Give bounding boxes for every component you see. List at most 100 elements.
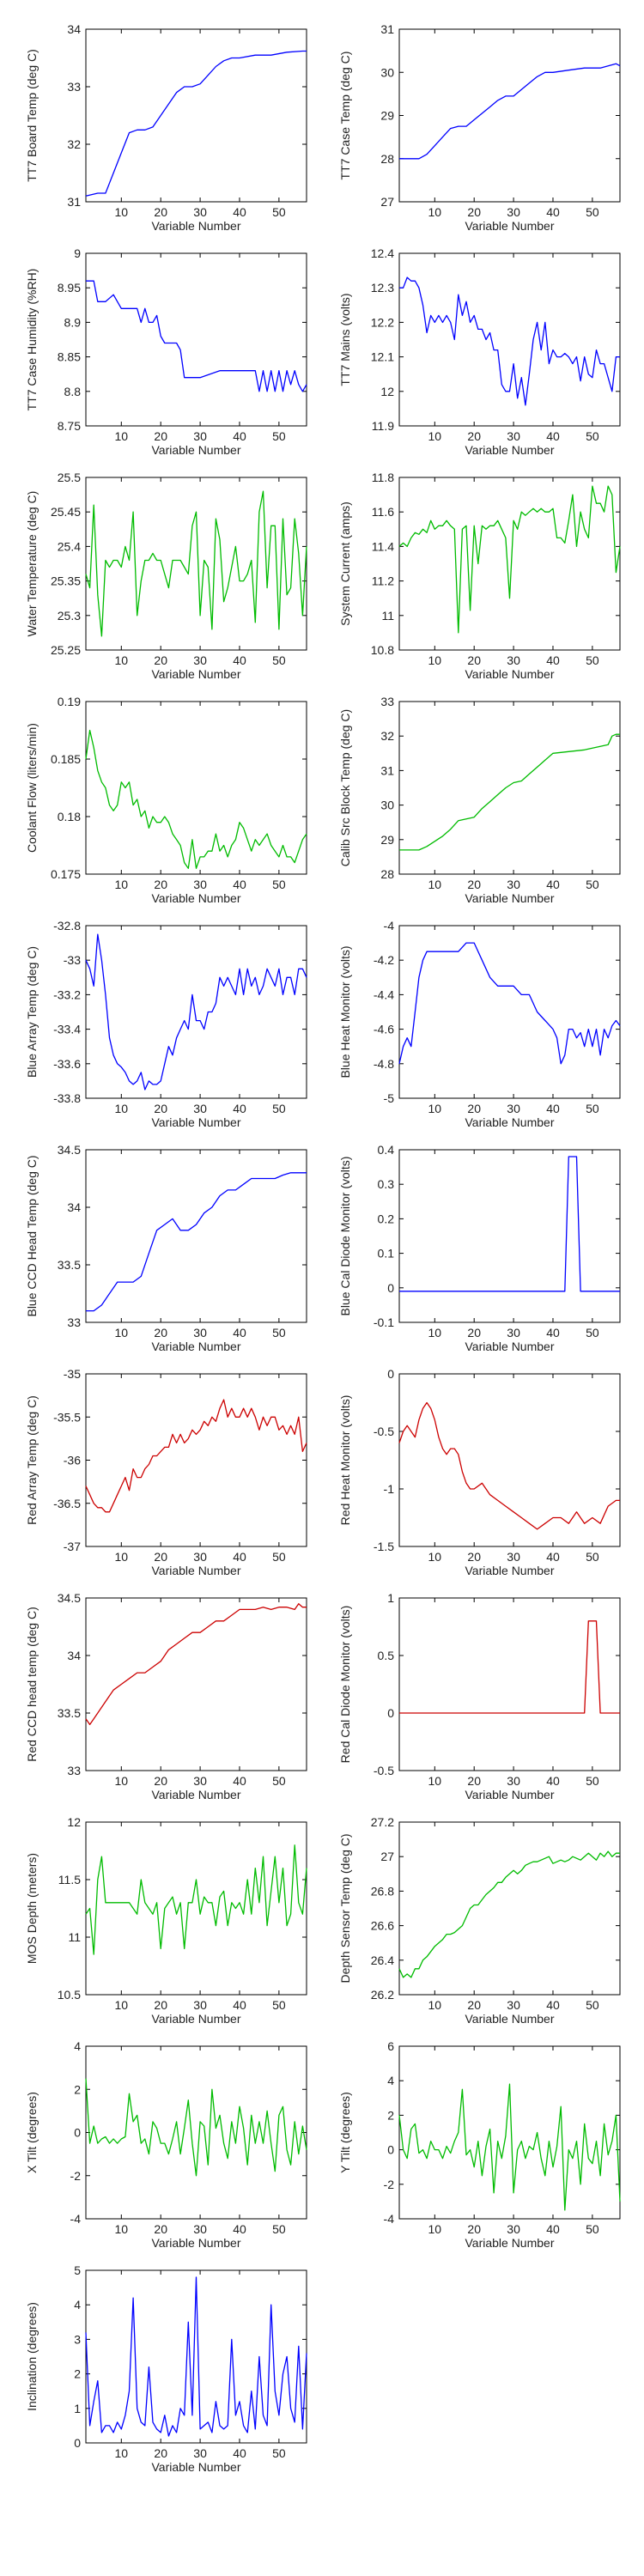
x-axis-label: Variable Number bbox=[465, 2236, 554, 2250]
x-tick-label: 30 bbox=[507, 1102, 520, 1115]
y-tick-label: -4.6 bbox=[374, 1023, 394, 1036]
x-tick-label: 10 bbox=[115, 878, 129, 891]
y-tick-label: -4.8 bbox=[374, 1057, 394, 1071]
x-tick-label: 20 bbox=[467, 1998, 481, 2012]
x-tick-label: 30 bbox=[193, 205, 207, 219]
x-tick-label: 50 bbox=[272, 1326, 286, 1340]
series-line bbox=[398, 2083, 621, 2211]
series-line bbox=[85, 1844, 307, 1955]
plot-frame bbox=[85, 1373, 307, 1547]
y-tick-label: 26.6 bbox=[371, 1919, 394, 1933]
plot-frame bbox=[398, 1149, 621, 1323]
y-tick-label: 3 bbox=[74, 2332, 81, 2346]
y-tick-label: 25.3 bbox=[58, 609, 81, 623]
y-axis-label: TT7 Board Temp (deg C) bbox=[25, 49, 39, 182]
series-line bbox=[398, 1401, 620, 1530]
y-tick-label: -37 bbox=[64, 1540, 81, 1553]
x-tick-label: 20 bbox=[154, 2222, 167, 2236]
x-tick-label: 20 bbox=[154, 1774, 167, 1788]
x-tick-label: 40 bbox=[233, 429, 246, 443]
y-tick-label: -33.2 bbox=[53, 987, 81, 1001]
x-axis-label: Variable Number bbox=[151, 2012, 240, 2026]
x-tick-label: 30 bbox=[193, 653, 207, 667]
x-tick-label: 20 bbox=[467, 653, 481, 667]
plot-frame bbox=[85, 1821, 307, 1996]
x-tick-label: 20 bbox=[467, 1550, 481, 1564]
y-tick-label: 34 bbox=[67, 1649, 81, 1662]
x-tick-label: 40 bbox=[233, 1998, 246, 2012]
y-tick-label: 6 bbox=[387, 2039, 394, 2053]
y-axis-label: Coolant Flow (liters/min) bbox=[25, 723, 39, 853]
chart-panel-2: 27 28 29 30 31 10 20 30 40 50 Variable Number TT7 C… bbox=[338, 22, 621, 233]
y-axis-label: TT7 Mains (volts) bbox=[338, 293, 352, 386]
x-axis-label: Variable Number bbox=[465, 1115, 554, 1129]
x-tick-label: 10 bbox=[428, 1774, 442, 1788]
plot-frame bbox=[85, 2045, 307, 2220]
y-tick-label: 31 bbox=[380, 22, 394, 36]
chart-panel-12: -0.1 0 0.1 0.2 0.3 0.4 10 20 30 40 50 Variable Numb… bbox=[338, 1143, 621, 1353]
y-tick-label: 27 bbox=[380, 1850, 394, 1863]
series-line bbox=[85, 2078, 307, 2177]
x-tick-label: 30 bbox=[193, 878, 207, 891]
x-tick-label: 20 bbox=[154, 429, 167, 443]
x-tick-label: 40 bbox=[546, 1998, 560, 2012]
y-tick-label: 10.5 bbox=[58, 1988, 81, 2002]
plot-frame bbox=[85, 28, 307, 203]
chart-panel-9: -33.8 -33.6 -33.4 -33.2 -33 -32.8 10 20 30 40 50 Va… bbox=[25, 919, 307, 1129]
x-tick-label: 20 bbox=[467, 205, 481, 219]
series-line bbox=[85, 729, 307, 869]
y-tick-label: 11.9 bbox=[372, 419, 394, 433]
chart-panel-19: -4 -2 0 2 4 10 20 30 40 50 Variable Number X Tilt (… bbox=[25, 2039, 307, 2250]
x-tick-label: 20 bbox=[467, 429, 481, 443]
y-tick-label: 26.8 bbox=[371, 1884, 394, 1898]
plot-frame bbox=[85, 925, 307, 1099]
chart-panel-7: 0.175 0.18 0.185 0.19 10 20 30 40 50 Variable Num… bbox=[25, 695, 307, 905]
x-tick-label: 30 bbox=[193, 1774, 207, 1788]
y-tick-label: 11.2 bbox=[372, 574, 394, 588]
x-tick-label: 40 bbox=[233, 1550, 246, 1564]
x-tick-label: 10 bbox=[115, 1998, 129, 2012]
y-axis-label: MOS Depth (meters) bbox=[25, 1853, 39, 1964]
x-tick-label: 10 bbox=[428, 1326, 442, 1340]
x-tick-label: 50 bbox=[586, 1998, 599, 2012]
y-tick-label: 1 bbox=[74, 2402, 81, 2415]
x-tick-label: 10 bbox=[428, 1550, 442, 1564]
x-tick-label: 10 bbox=[428, 2222, 442, 2236]
series-line bbox=[85, 50, 307, 197]
x-tick-label: 40 bbox=[546, 1774, 560, 1788]
y-axis-label: Blue CCD Head Temp (deg C) bbox=[25, 1155, 39, 1316]
x-axis-label: Variable Number bbox=[465, 667, 554, 681]
x-axis-label: Variable Number bbox=[465, 1340, 554, 1353]
x-tick-label: 50 bbox=[272, 2222, 286, 2236]
y-tick-label: -4 bbox=[384, 919, 395, 933]
x-tick-label: 50 bbox=[586, 429, 599, 443]
y-tick-label: -0.5 bbox=[374, 1425, 394, 1438]
y-tick-label: -33.8 bbox=[53, 1091, 81, 1105]
chart-panel-14: -1.5 -1 -0.5 0 10 20 30 40 50 Variable Number Red … bbox=[338, 1367, 621, 1577]
plot-frame bbox=[398, 925, 621, 1099]
y-tick-label: 30 bbox=[380, 799, 394, 812]
y-tick-label: 0 bbox=[387, 1706, 394, 1720]
x-tick-label: 50 bbox=[272, 1550, 286, 1564]
x-tick-label: 30 bbox=[193, 1550, 207, 1564]
y-tick-label: -5 bbox=[384, 1091, 395, 1105]
y-tick-label: 34 bbox=[67, 22, 81, 36]
x-tick-label: 50 bbox=[272, 878, 286, 891]
x-tick-label: 40 bbox=[233, 878, 246, 891]
series-line bbox=[86, 280, 307, 392]
y-tick-label: -4.4 bbox=[374, 987, 394, 1001]
y-tick-label: 2 bbox=[74, 2082, 81, 2096]
y-axis-label: Blue Cal Diode Monitor (volts) bbox=[338, 1157, 352, 1316]
y-tick-label: -33 bbox=[64, 953, 81, 967]
x-tick-label: 10 bbox=[428, 1102, 442, 1115]
x-tick-label: 40 bbox=[546, 1102, 560, 1115]
y-tick-label: 12.3 bbox=[371, 281, 394, 295]
x-tick-label: 50 bbox=[586, 1774, 599, 1788]
plot-frame bbox=[398, 1373, 621, 1547]
x-tick-label: 20 bbox=[154, 1550, 167, 1564]
y-tick-label: 2 bbox=[74, 2367, 81, 2381]
x-tick-label: 10 bbox=[428, 429, 442, 443]
x-tick-label: 30 bbox=[507, 429, 520, 443]
series-line bbox=[85, 1399, 307, 1513]
x-tick-label: 10 bbox=[115, 1102, 129, 1115]
